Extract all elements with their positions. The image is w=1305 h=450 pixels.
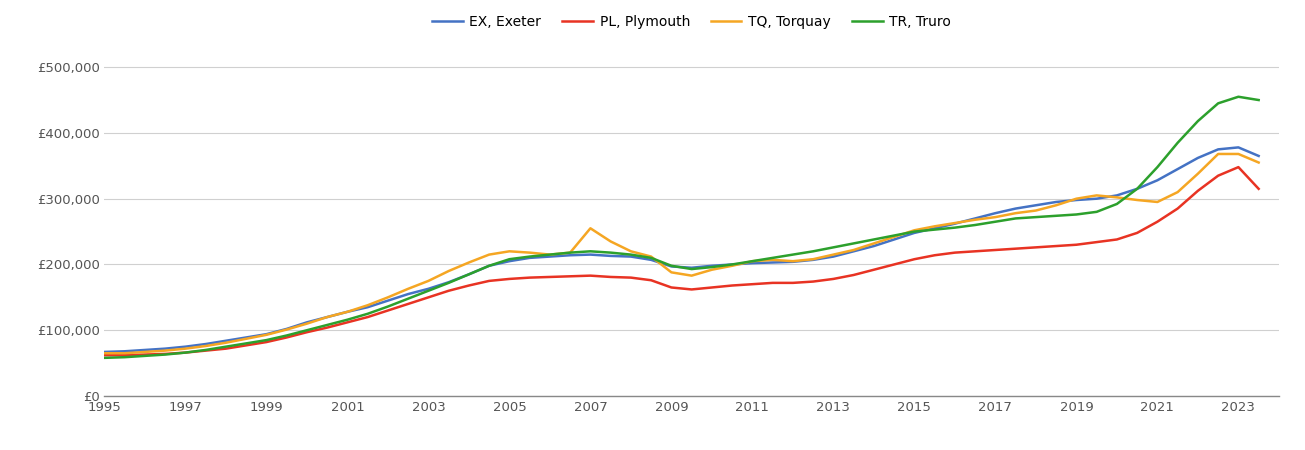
TQ, Torquay xyxy=(360,302,376,308)
TQ, Torquay xyxy=(380,295,395,300)
TQ, Torquay xyxy=(97,351,112,356)
TQ, Torquay xyxy=(947,220,963,226)
TR, Truro xyxy=(1190,118,1206,124)
Line: EX, Exeter: EX, Exeter xyxy=(104,148,1258,352)
TR, Truro xyxy=(1069,212,1084,217)
TQ, Torquay xyxy=(1210,151,1225,157)
EX, Exeter xyxy=(947,221,963,226)
TR, Truro xyxy=(380,304,395,309)
TR, Truro xyxy=(947,225,963,230)
PL, Plymouth xyxy=(1190,188,1206,194)
TR, Truro xyxy=(867,237,882,242)
TQ, Torquay xyxy=(867,241,882,246)
EX, Exeter xyxy=(380,298,395,303)
Legend: EX, Exeter, PL, Plymouth, TQ, Torquay, TR, Truro: EX, Exeter, PL, Plymouth, TQ, Torquay, T… xyxy=(427,9,957,35)
Line: TR, Truro: TR, Truro xyxy=(104,97,1258,358)
EX, Exeter xyxy=(1250,153,1266,159)
TQ, Torquay xyxy=(1250,160,1266,165)
PL, Plymouth xyxy=(867,267,882,272)
Line: TQ, Torquay: TQ, Torquay xyxy=(104,154,1258,353)
TR, Truro xyxy=(360,311,376,316)
PL, Plymouth xyxy=(947,250,963,255)
EX, Exeter xyxy=(867,243,882,249)
EX, Exeter xyxy=(1190,155,1206,161)
TQ, Torquay xyxy=(1190,171,1206,176)
PL, Plymouth xyxy=(360,315,376,320)
TR, Truro xyxy=(1250,97,1266,103)
EX, Exeter xyxy=(1069,197,1084,202)
PL, Plymouth xyxy=(1069,242,1084,248)
TR, Truro xyxy=(1231,94,1246,99)
Line: PL, Plymouth: PL, Plymouth xyxy=(104,167,1258,355)
TQ, Torquay xyxy=(1069,196,1084,202)
TR, Truro xyxy=(97,355,112,360)
PL, Plymouth xyxy=(1250,186,1266,192)
PL, Plymouth xyxy=(97,352,112,358)
EX, Exeter xyxy=(360,305,376,310)
EX, Exeter xyxy=(1231,145,1246,150)
EX, Exeter xyxy=(97,349,112,355)
PL, Plymouth xyxy=(380,308,395,313)
PL, Plymouth xyxy=(1231,164,1246,170)
